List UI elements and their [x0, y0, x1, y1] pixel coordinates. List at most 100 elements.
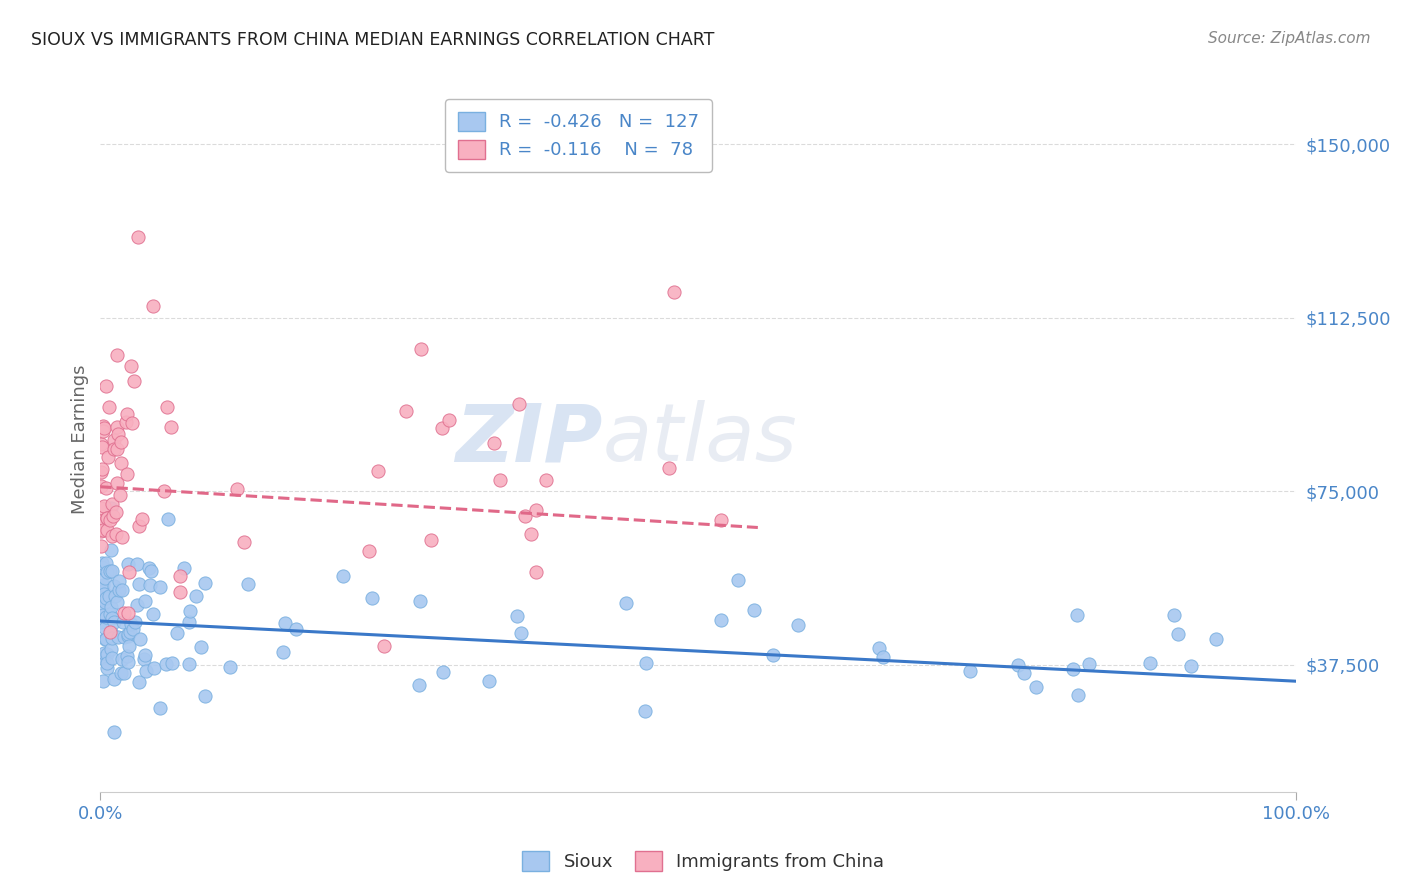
Point [127, 558, 149, 572]
Point [160, 419, 183, 434]
Point [1025, 680, 1047, 694]
Point [118, 565, 141, 579]
Point [93, 578, 115, 592]
Point [482, 435, 505, 450]
Point [90, 479, 112, 493]
Point [90, 514, 112, 528]
Point [134, 648, 156, 662]
Point [94, 379, 117, 393]
Point [90, 557, 112, 571]
Point [120, 617, 142, 632]
Point [90, 466, 112, 480]
Point [97, 450, 120, 464]
Point [179, 615, 201, 630]
Point [142, 661, 165, 675]
Point [786, 618, 808, 632]
Point [108, 488, 131, 502]
Point [90, 560, 112, 574]
Point [90, 591, 112, 606]
Point [419, 533, 441, 548]
Point [959, 664, 981, 678]
Point [120, 359, 142, 373]
Point [98, 589, 121, 603]
Point [93, 499, 115, 513]
Point [742, 603, 765, 617]
Point [1062, 662, 1084, 676]
Point [524, 566, 547, 580]
Point [90, 524, 112, 538]
Point [107, 630, 129, 644]
Legend: R =  -0.426   N =  127, R =  -0.116    N =  78: R = -0.426 N = 127, R = -0.116 N = 78 [446, 99, 711, 172]
Point [101, 564, 124, 578]
Point [91, 583, 114, 598]
Point [100, 642, 122, 657]
Point [134, 594, 156, 608]
Point [98, 607, 121, 622]
Point [1167, 627, 1189, 641]
Point [94, 570, 117, 584]
Point [94, 632, 117, 646]
Point [409, 593, 432, 607]
Point [173, 561, 195, 575]
Point [98, 564, 121, 578]
Point [117, 629, 139, 643]
Point [111, 615, 134, 629]
Point [103, 442, 125, 456]
Text: atlas: atlas [602, 401, 797, 478]
Point [97, 400, 120, 414]
Point [93, 587, 115, 601]
Point [155, 657, 177, 672]
Point [118, 625, 141, 640]
Point [1139, 656, 1161, 670]
Point [156, 511, 179, 525]
Point [508, 397, 530, 411]
Point [117, 606, 139, 620]
Point [111, 652, 134, 666]
Point [710, 613, 733, 627]
Point [478, 673, 501, 688]
Point [103, 615, 125, 629]
Point [105, 505, 128, 519]
Point [156, 401, 179, 415]
Point [90, 501, 112, 516]
Point [1078, 657, 1101, 671]
Point [432, 665, 454, 679]
Point [218, 660, 240, 674]
Point [149, 581, 172, 595]
Point [96, 610, 118, 624]
Point [1180, 659, 1202, 673]
Point [121, 416, 143, 430]
Point [101, 529, 124, 543]
Point [100, 631, 122, 645]
Point [91, 419, 114, 434]
Text: ZIP: ZIP [456, 401, 602, 478]
Point [127, 229, 149, 244]
Point [489, 473, 512, 487]
Point [1163, 608, 1185, 623]
Point [184, 589, 207, 603]
Point [96, 481, 118, 495]
Point [91, 523, 114, 537]
Point [662, 285, 685, 300]
Point [121, 623, 143, 637]
Point [169, 569, 191, 583]
Point [103, 433, 125, 447]
Point [100, 497, 122, 511]
Point [138, 561, 160, 575]
Point [274, 615, 297, 630]
Point [284, 622, 307, 636]
Point [373, 639, 395, 653]
Point [634, 656, 657, 670]
Point [101, 650, 124, 665]
Point [105, 442, 128, 457]
Point [96, 511, 118, 525]
Point [232, 534, 254, 549]
Point [96, 647, 118, 661]
Point [658, 461, 681, 475]
Point [96, 523, 118, 537]
Point [91, 608, 114, 623]
Point [520, 527, 543, 541]
Point [139, 564, 162, 578]
Point [115, 467, 138, 482]
Point [104, 589, 127, 603]
